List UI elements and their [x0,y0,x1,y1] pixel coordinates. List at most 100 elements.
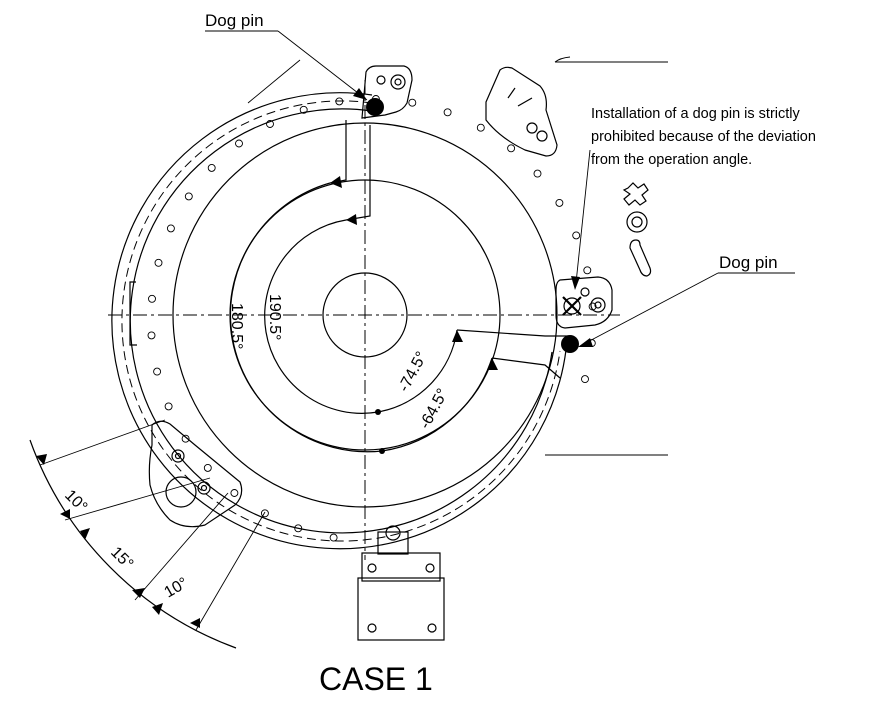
switch-screw-3 [367,623,377,633]
dim-arrow-5 [152,603,163,615]
bolt-hole [299,105,308,114]
dim-arrow-6 [190,618,200,628]
loose-parts [485,66,652,277]
angle-label-neg64-5: -64.5° [417,386,452,432]
ext-line-1 [39,419,166,466]
bolt-hole [147,331,156,340]
leader-neg74-5 [456,329,568,337]
bolt-hole [203,463,212,472]
arc-190-5 [264,219,379,414]
top-bracket-bolt-core [394,78,402,86]
lug-bolt-1-core [174,452,182,460]
lug-hole [165,476,197,508]
bolt-circle [121,100,561,542]
bolt-hole [235,139,243,148]
right-bracket-bolt-core [594,301,602,309]
dim-arrow-2 [60,509,70,519]
outer-ring-inner-arc [129,108,553,534]
bolt-hole [164,402,173,411]
loose-pin [629,239,652,277]
arc-180-5 [229,182,383,453]
bolt-hole [148,294,156,303]
switch-screw-4 [427,623,437,633]
ext-line-3 [134,492,229,601]
right-dog-pin [561,335,579,353]
external-dimension-arc [29,439,237,649]
spare-bracket [485,66,558,157]
arrowhead-neg64-5 [487,358,498,370]
arc-neg64-5 [381,357,493,452]
lug-bolt-2 [197,481,211,495]
prohibition-note-line-1: Installation of a dog pin is strictly [591,106,800,122]
bolt-hole [581,375,589,384]
top-bracket [361,65,413,119]
lower-left-lug [148,420,243,528]
spare-bracket-hole-2 [536,130,548,142]
case-caption: CASE 1 [319,661,433,697]
bolt-hole [476,123,485,132]
right-bracket-bolt [590,297,606,313]
bolt-hole [184,192,193,201]
spare-bracket-hole-1 [526,122,538,134]
angle-label-190-5: 190.5° [266,294,283,340]
dog-pin-top-leader [277,30,368,101]
bolt-hole [583,266,592,275]
center-lines [108,80,620,560]
bolt-hole [230,489,239,497]
leader-180-5 [329,120,347,184]
cross-washer [622,182,649,206]
ext-line-2 [64,477,211,521]
spare-bracket-slot [507,87,516,99]
outer-ring-arc [111,92,567,550]
upper-right-boundary-curve [554,56,571,63]
dimension-label-10-second: 10° [162,575,191,602]
bolt-hole [166,224,175,233]
dog-pin-top-arrowhead [353,88,367,100]
note-leader [575,149,591,284]
bolt-holes [147,95,597,542]
bolt-hole [207,163,216,172]
top-bracket-hole [376,75,386,85]
angle-label-neg74-5: -74.5° [396,349,431,395]
prohibition-note-line-2: prohibited because of the deviation [591,129,816,145]
turntable [111,56,668,550]
leader-190-5 [345,125,371,221]
leader-neg64-5 [491,357,561,379]
switch-body [357,577,445,641]
switch-screw-2 [425,563,435,573]
dim-arrow-3 [80,528,90,540]
dog-pin-right-leader [579,272,719,347]
right-dog-pin-bracket [555,276,613,353]
spring-washer [626,211,648,233]
switch-head [361,552,441,582]
upper-leader-boundary [247,59,301,104]
top-dog-pin-bracket [361,65,413,119]
bolt-hole [181,434,190,443]
dog-pin-right-label: Dog pin [719,253,778,272]
left-flat-tab [129,281,137,346]
angle-label-180-5: 180.5° [228,303,245,349]
top-bracket-bolt [390,74,406,90]
bolt-hole [408,98,417,107]
angle-dimensions [229,120,568,454]
bolt-hole [260,509,269,518]
arc-neg74-5 [377,329,458,413]
bolt-hole [335,97,344,106]
limit-switch [357,525,445,641]
arrowhead-neg74-5 [452,330,463,342]
switch-roller [385,525,401,541]
dim-arrow-4 [132,588,145,598]
dog-pin-right-arrowhead [578,338,593,347]
bolt-hole [443,108,452,117]
bolt-hole [154,258,163,267]
switch-actuator [377,531,409,555]
origin-dot-inner [375,409,381,415]
spare-bracket-slot-2 [517,97,533,107]
bolt-hole [507,144,516,153]
bolt-hole [555,198,564,207]
lug-bolt-2-core [200,484,208,492]
prohibited-x-line-2 [562,296,582,316]
origin-dot-outer [379,448,385,454]
bolt-hole [329,533,338,542]
bolt-hole [153,367,162,376]
